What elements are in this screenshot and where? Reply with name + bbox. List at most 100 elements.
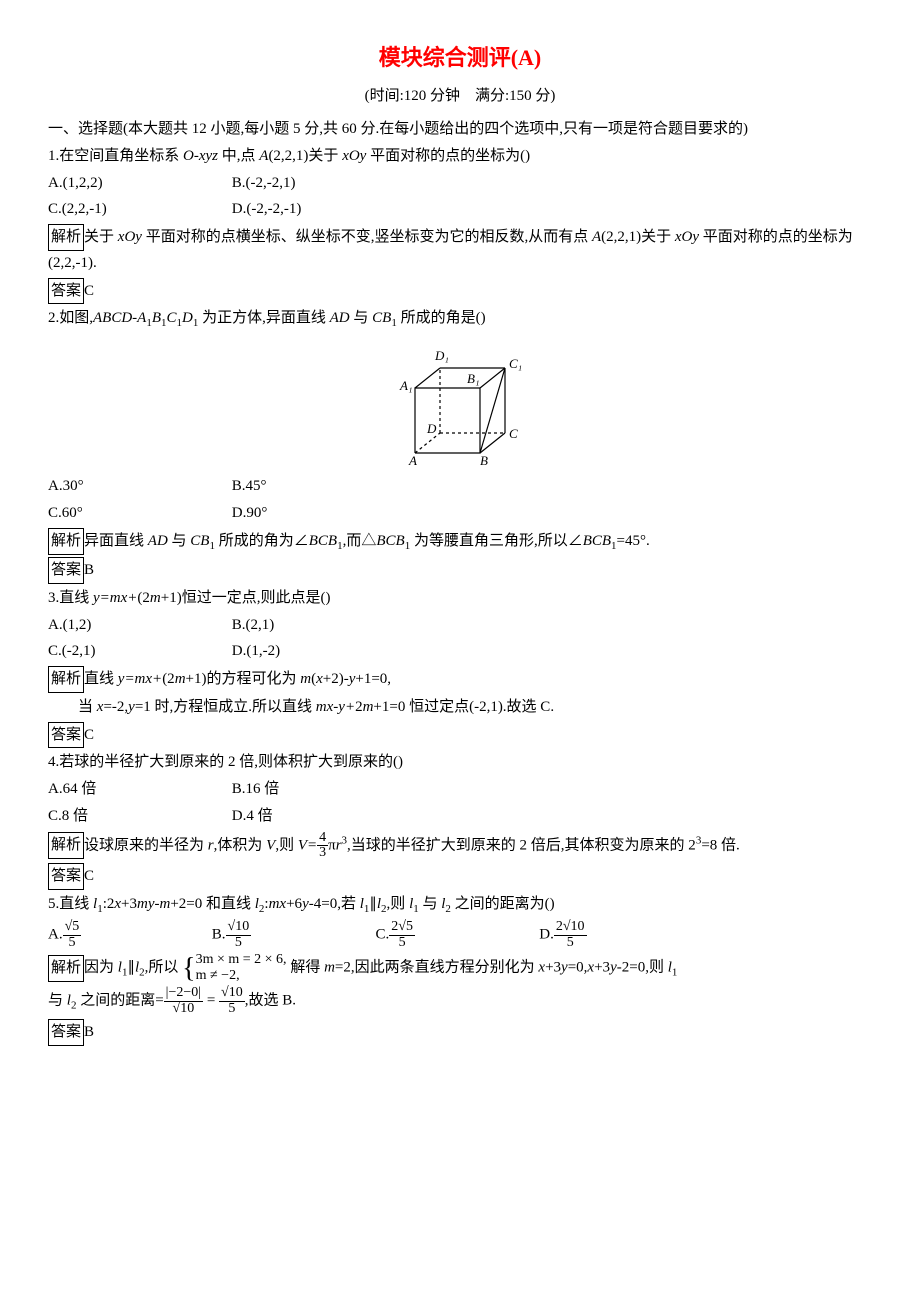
q5-optc-pre: C. (376, 926, 390, 942)
q3-stem-b: y=mx+ (93, 590, 137, 606)
subtitle: (时间:120 分钟 满分:150 分) (48, 84, 872, 109)
q5-stem-q: ,则 (387, 896, 410, 912)
q5-stem-u: 之间的距离为() (451, 896, 555, 912)
q3-ana2-c: =-2, (103, 699, 128, 715)
q5-line2-a: 与 (48, 993, 67, 1009)
q1-stem: 1.在空间直角坐标系 O-xyz 中,点 A(2,2,1)关于 xOy 平面对称… (48, 144, 872, 169)
q1-options-row2: C.(2,2,-1) D.(-2,-2,-1) (48, 197, 872, 222)
cube-diagram-svg: A B C D A₁ B₁ C₁ D₁ (385, 338, 535, 468)
q5-ana-n: +3 (594, 960, 610, 976)
q3-ana-a: 直线 (84, 671, 118, 687)
q4-frac-den: 3 (317, 846, 328, 861)
analysis-label: 解析 (48, 666, 84, 693)
q5-res-frac: √105 (219, 986, 245, 1016)
q1-ana-f: xOy (675, 229, 699, 245)
q4-ana-f: V= (298, 837, 317, 853)
q5-ana-a: 因为 (84, 960, 118, 976)
q5-ana-f: 解得 (290, 960, 324, 976)
analysis-label: 解析 (48, 832, 84, 859)
q4-ana-e: ,则 (275, 837, 298, 853)
q5-stem-o: ∥ (369, 896, 377, 912)
q3-ana2-e: =1 时,方程恒成立.所以直线 (135, 699, 316, 715)
q5-opt-d: D.2√105 (539, 920, 586, 950)
q4-options-row1: A.64 倍 B.16 倍 (48, 777, 872, 802)
q2-ana-e: 所成的角为∠ (215, 533, 309, 549)
brace-left-icon: { (182, 956, 195, 981)
cube-label-c: C (509, 426, 518, 441)
q5-ana-o: y (610, 960, 617, 976)
q2-ana-g: ,而△ (343, 533, 377, 549)
q5-stem: 5.直线 l1:2x+3my-m+2=0 和直线 l2:mx+6y-4=0,若 … (48, 892, 872, 918)
q5-ana-c: ∥ (127, 960, 135, 976)
q1-answer: 答案C (48, 278, 872, 305)
q3-ana-f: m (300, 671, 311, 687)
q4-opt-b: B.16 倍 (232, 777, 280, 802)
q1-opt-a: A.(1,2,2) (48, 171, 228, 196)
q2-ana-a: 异面直线 (84, 533, 148, 549)
q5-stem-l: y (302, 896, 309, 912)
q1-stem-b: O-xyz (183, 148, 218, 164)
q2-ana-h: BCB (376, 533, 404, 549)
q5-opta-frac: √55 (63, 920, 82, 950)
q2-options-row1: A.30° B.45° (48, 474, 872, 499)
q5-opta-pre: A. (48, 926, 63, 942)
q5-options: A.√55 B.√105 C.2√55 D.2√105 (48, 920, 872, 950)
q1-ana-c: 平面对称的点横坐标、纵坐标不变,竖坐标变为它的相反数,从而有点 (142, 229, 592, 245)
q3-ans: C (84, 727, 94, 743)
q2-options-row2: C.60° D.90° (48, 501, 872, 526)
q5-brace-l1: 3m × m = 2 × 6, (196, 952, 287, 967)
q5-optc-frac: 2√55 (389, 920, 415, 950)
q4-frac-num: 4 (317, 831, 328, 847)
q5-optc-den: 5 (389, 936, 415, 951)
cube-label-b1: B₁ (467, 371, 479, 386)
q5-stem-e: +3 (121, 896, 137, 912)
q3-ana-h: x (316, 671, 323, 687)
q3-stem-a: 3.直线 (48, 590, 93, 606)
analysis-label: 解析 (48, 955, 84, 982)
q1-opt-d: D.(-2,-2,-1) (232, 197, 302, 222)
q4-ana-i: ,当球的半径扩大到原来的 2 倍后,其体积变为原来的 2 (347, 837, 696, 853)
q4-opt-a: A.64 倍 (48, 777, 228, 802)
q5-opt-c: C.2√55 (376, 920, 536, 950)
brace-body: 3m × m = 2 × 6,m ≠ −2, (196, 952, 287, 984)
q5-stem-a: 5.直线 (48, 896, 93, 912)
page-title: 模块综合测评(A) (48, 40, 872, 76)
q3-ana-e: +1)的方程可化为 (186, 671, 301, 687)
analysis-label: 解析 (48, 224, 84, 251)
cube-label-a1: A₁ (399, 378, 412, 393)
q4-ana-j: =8 倍. (701, 837, 739, 853)
q3-stem-e: +1)恒过一定点,则此点是() (161, 590, 331, 606)
q3-ana-i: +2)- (323, 671, 349, 687)
q1-ana-a: 关于 (84, 229, 118, 245)
q3-stem-c: (2 (137, 590, 150, 606)
q2-ana-i: 为等腰直角三角形,所以∠ (410, 533, 583, 549)
q2-stem-i: CB (372, 310, 391, 326)
q5-opta-num: √5 (63, 920, 82, 936)
q2-stem: 2.如图,ABCD-A1B1C1D1 为正方体,异面直线 AD 与 CB1 所成… (48, 306, 872, 332)
q3-ana2-f: mx-y+ (316, 699, 355, 715)
q5-d-num: |−2−0| (164, 986, 203, 1002)
q3-ana-c: (2 (162, 671, 175, 687)
q5-optd-frac: 2√105 (554, 920, 587, 950)
q2-ana-f: BCB (309, 533, 337, 549)
q2-stem-d: C (167, 310, 177, 326)
q5-analysis-1: 解析因为 l1∥l2,所以 {3m × m = 2 × 6,m ≠ −2, 解得… (48, 952, 872, 984)
q1-opt-c: C.(2,2,-1) (48, 197, 228, 222)
q5-stem-c: :2 (103, 896, 115, 912)
q1-ana-d: A (592, 229, 601, 245)
q2-opt-b: B.45° (232, 474, 267, 499)
q3-opt-a: A.(1,2) (48, 613, 228, 638)
q4-ana-c: ,体积为 (214, 837, 267, 853)
q2-stem-g: AD (330, 310, 350, 326)
q2-stem-h: 与 (350, 310, 373, 326)
q5-answer: 答案B (48, 1019, 872, 1046)
q2-ana-d: CB (190, 533, 209, 549)
q2-stem-b: ABCD-A (93, 310, 146, 326)
answer-label: 答案 (48, 863, 84, 890)
q5-r-num: √10 (219, 986, 245, 1002)
q2-stem-e: D (182, 310, 193, 326)
q1-stem-e: (2,2,1)关于 (268, 148, 342, 164)
q1-ana-b: xOy (118, 229, 142, 245)
q2-ans: B (84, 562, 94, 578)
q2-opt-d: D.90° (232, 501, 268, 526)
